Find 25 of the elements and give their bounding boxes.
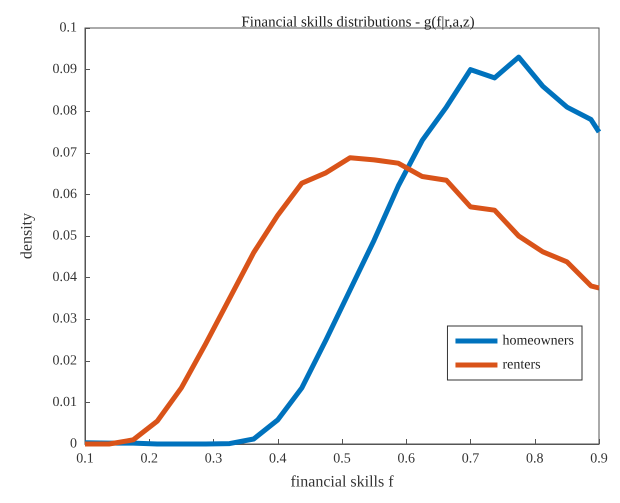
- x-tick-label: 0.7: [462, 452, 480, 466]
- x-tick-label: 0.9: [590, 452, 608, 466]
- y-tick-label: 0: [70, 436, 77, 452]
- y-tick-label: 0.1: [60, 20, 77, 36]
- y-tick-label: 0.02: [52, 353, 77, 368]
- x-tick-label: 0.1: [76, 452, 94, 466]
- y-tick-label: 0.08: [52, 104, 77, 119]
- legend-label: homeowners: [502, 334, 574, 348]
- y-tick-label: 0.07: [52, 145, 77, 160]
- y-tick-label: 0.04: [52, 270, 77, 286]
- x-tick-label: 0.8: [526, 452, 544, 466]
- y-tick-label: 0.05: [52, 228, 77, 244]
- y-axis-title: density: [18, 212, 36, 260]
- x-tick-label: 0.2: [140, 452, 158, 466]
- legend-label: renters: [502, 358, 541, 372]
- y-tick-label: 0.03: [52, 312, 77, 327]
- y-tick-label: 0.09: [52, 62, 77, 78]
- chart-title: Financial skills distributions - g(f|r,a,z): [241, 14, 475, 30]
- x-tick-label: 0.4: [269, 452, 286, 466]
- y-tick-label: 0.01: [52, 394, 77, 410]
- y-tick-label: 0.06: [52, 186, 77, 202]
- x-tick-label: 0.6: [398, 452, 415, 466]
- x-axis-title: financial skills f: [290, 474, 394, 490]
- x-tick-label: 0.5: [333, 452, 351, 466]
- x-tick-label: 0.3: [204, 452, 222, 466]
